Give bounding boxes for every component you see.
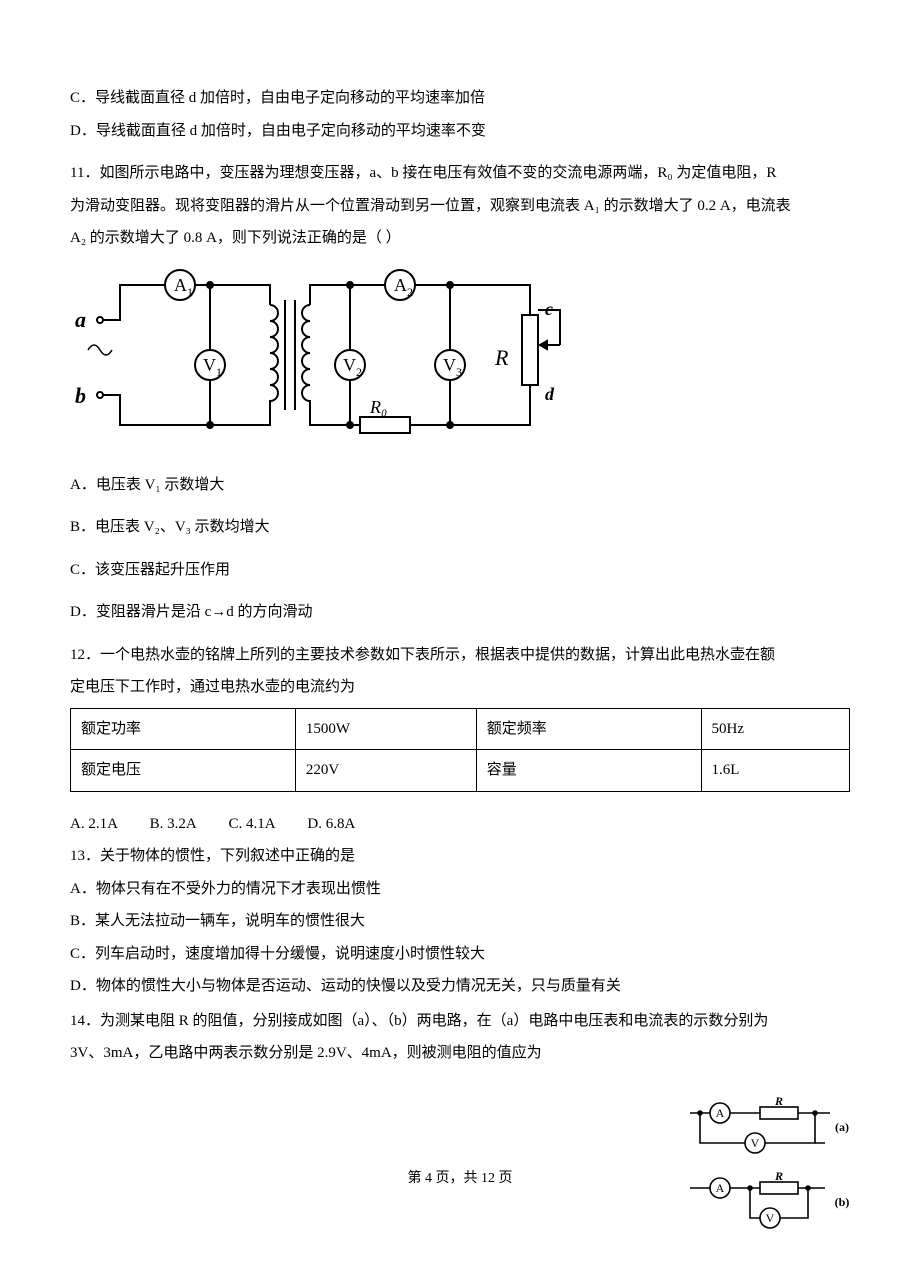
page-container: C．导线截面直径 d 加倍时，自由电子定向移动的平均速率加倍 D．导线截面直径 … xyxy=(0,0,920,1273)
q11-label-v3: V3 xyxy=(443,355,462,379)
svg-text:A: A xyxy=(716,1181,725,1195)
q12-option-d: D. 6.8A xyxy=(307,816,355,832)
q11-option-b: B．电压表 V₂、V₃ 示数均增大 xyxy=(70,513,850,542)
svg-text:R: R xyxy=(774,1169,783,1183)
cell-rated-voltage-label: 额定电压 xyxy=(71,750,296,792)
q14-stem-1: 14．为测某电阻 R 的阻值，分别接成如图（a）、（b）两电路，在（a）电路中电… xyxy=(70,1007,850,1036)
q11-label-b: b xyxy=(75,383,86,408)
question-12: 12．一个电热水壶的铭牌上所列的主要技术参数如下表所示，根据表中提供的数据，计算… xyxy=(70,641,850,839)
q14-stem-2: 3V、3mA，乙电路中两表示数分别是 2.9V、4mA，则被测电阻的值应为 xyxy=(70,1039,850,1068)
q12-stem-1: 12．一个电热水壶的铭牌上所列的主要技术参数如下表所示，根据表中提供的数据，计算… xyxy=(70,641,850,670)
svg-text:(a): (a) xyxy=(835,1120,849,1134)
cell-rated-voltage-value: 220V xyxy=(295,750,476,792)
q11-label-a2: A2 xyxy=(394,275,413,299)
pretext-option-c: C．导线截面直径 d 加倍时，自由电子定向移动的平均速率加倍 xyxy=(70,84,850,113)
q13-option-d: D．物体的惯性大小与物体是否运动、运动的快慢以及受力情况无关，只与质量有关 xyxy=(70,972,850,1001)
q11-label-c: c xyxy=(545,299,553,319)
svg-text:V: V xyxy=(751,1136,760,1150)
q11-label-a: a xyxy=(75,307,86,332)
q11-label-r: R xyxy=(494,345,509,370)
q11-stem-2: 为滑动变阻器。现将变阻器的滑片从一个位置滑动到另一位置，观察到电流表 A₁ 的示… xyxy=(70,192,850,221)
question-11: 11．如图所示电路中，变压器为理想变压器，a、b 接在电压有效值不变的交流电源两… xyxy=(70,159,850,627)
svg-text:A: A xyxy=(716,1106,725,1120)
pretext-option-d: D．导线截面直径 d 加倍时，自由电子定向移动的平均速率不变 xyxy=(70,117,850,146)
q14-circuit-diagram: A V R (a) A V R (b) xyxy=(680,1093,860,1243)
q11-option-c: C．该变压器起升压作用 xyxy=(70,556,850,585)
q12-options: A. 2.1A B. 3.2A C. 4.1A D. 6.8A xyxy=(70,810,850,839)
q11-label-d: d xyxy=(545,384,555,404)
q12-option-b: B. 3.2A xyxy=(150,816,197,832)
table-row: 额定功率 1500W 额定频率 50Hz xyxy=(71,708,850,750)
cell-capacity-value: 1.6L xyxy=(701,750,849,792)
q12-option-a: A. 2.1A xyxy=(70,816,118,832)
q11-label-r0: R₀ xyxy=(369,397,387,417)
q11-label-v2: V2 xyxy=(343,355,362,379)
q13-stem: 13．关于物体的惯性，下列叙述中正确的是 xyxy=(70,842,850,871)
q11-option-a: A．电压表 V₁ 示数增大 xyxy=(70,471,850,500)
question-14: 14．为测某电阻 R 的阻值，分别接成如图（a）、（b）两电路，在（a）电路中电… xyxy=(70,1007,850,1068)
q13-option-b: B．某人无法拉动一辆车，说明车的惯性很大 xyxy=(70,907,850,936)
q12-parameters-table: 额定功率 1500W 额定频率 50Hz 额定电压 220V 容量 1.6L xyxy=(70,708,850,792)
svg-text:R: R xyxy=(774,1094,783,1108)
cell-rated-freq-label: 额定频率 xyxy=(476,708,701,750)
q11-option-d: D．变阻器滑片是沿 c→d 的方向滑动 xyxy=(70,598,850,627)
q11-label-a1: A1 xyxy=(174,275,193,299)
q11-stem-1: 11．如图所示电路中，变压器为理想变压器，a、b 接在电压有效值不变的交流电源两… xyxy=(70,159,850,188)
cell-capacity-label: 容量 xyxy=(476,750,701,792)
table-row: 额定电压 220V 容量 1.6L xyxy=(71,750,850,792)
q11-circuit-diagram: A1 A2 V1 V2 V3 R₀ R a b c d xyxy=(70,265,570,455)
svg-text:V: V xyxy=(766,1211,775,1225)
cell-rated-power-label: 额定功率 xyxy=(71,708,296,750)
svg-text:(b): (b) xyxy=(835,1195,850,1209)
cell-rated-freq-value: 50Hz xyxy=(701,708,849,750)
question-13: 13．关于物体的惯性，下列叙述中正确的是 A．物体只有在不受外力的情况下才表现出… xyxy=(70,842,850,1001)
q12-stem-2: 定电压下工作时，通过电热水壶的电流约为 xyxy=(70,673,850,702)
q12-option-c: C. 4.1A xyxy=(229,816,276,832)
q13-option-c: C．列车启动时，速度增加得十分缓慢，说明速度小时惯性较大 xyxy=(70,940,850,969)
q11-label-v1: V1 xyxy=(203,355,222,379)
q13-option-a: A．物体只有在不受外力的情况下才表现出惯性 xyxy=(70,875,850,904)
q11-stem-3: A₂ 的示数增大了 0.8 A，则下列说法正确的是（ ） xyxy=(70,224,850,253)
cell-rated-power-value: 1500W xyxy=(295,708,476,750)
